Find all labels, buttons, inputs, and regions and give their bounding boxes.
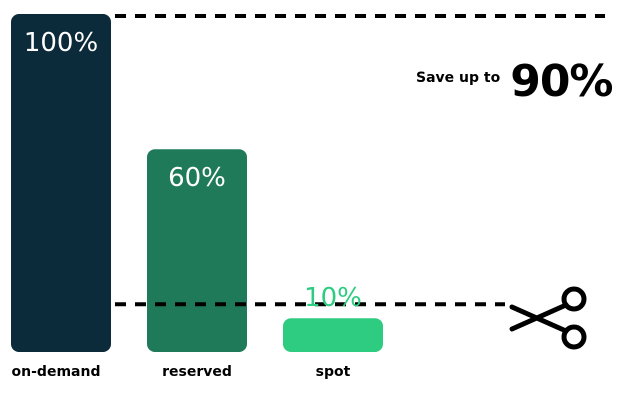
scissors-icon xyxy=(509,286,587,350)
category-label-reserved: reserved xyxy=(162,364,232,380)
value-label-reserved: 60% xyxy=(168,163,226,193)
bar-on-demand xyxy=(11,14,111,352)
reference-lines xyxy=(115,14,605,307)
bar-spot xyxy=(283,318,383,352)
category-label-on-demand: on-demand xyxy=(12,364,101,380)
value-label-spot: 10% xyxy=(304,283,362,313)
labels-layer: 100% on-demand 60% reserved 10% spot xyxy=(12,28,362,380)
savings-value: 90% xyxy=(510,56,613,107)
bars-layer xyxy=(11,14,383,352)
bar-reserved xyxy=(147,149,247,352)
savings-prefix: Save up to xyxy=(416,70,501,86)
category-label-spot: spot xyxy=(316,364,351,380)
savings-callout: Save up to 90% xyxy=(416,56,614,107)
value-label-on-demand: 100% xyxy=(24,28,98,58)
